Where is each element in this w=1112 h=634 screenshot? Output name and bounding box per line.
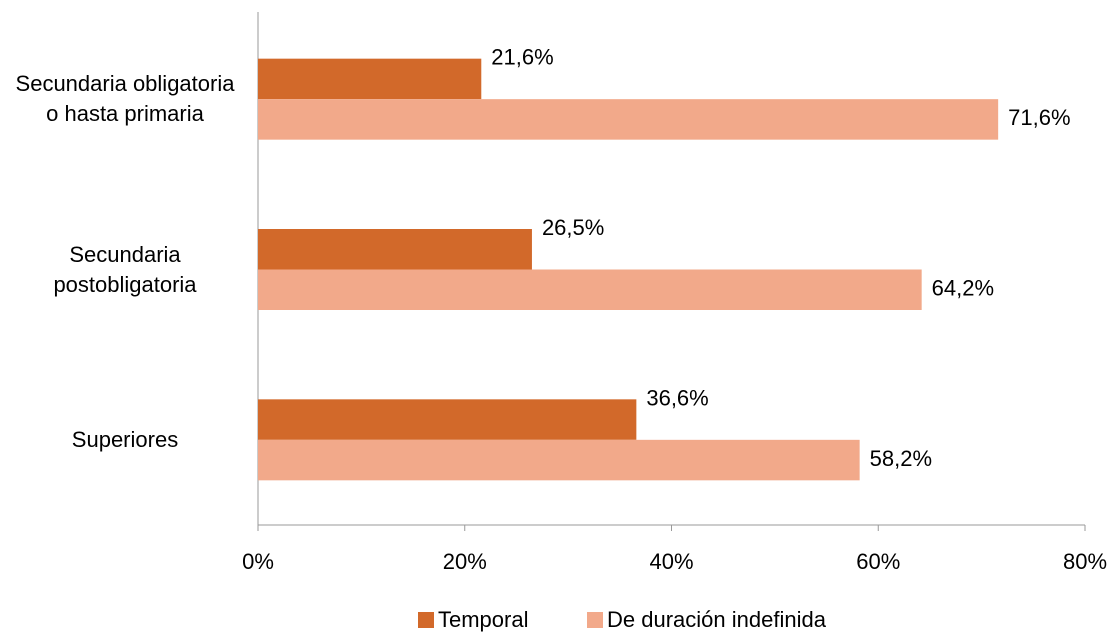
bar xyxy=(258,399,637,440)
legend-swatch xyxy=(418,612,434,628)
x-tick-label: 40% xyxy=(649,549,693,574)
y-tick-label: Secundaria postobligatoria xyxy=(53,241,197,297)
data-label: 64,2% xyxy=(932,276,994,301)
legend-swatch xyxy=(587,612,603,628)
bar xyxy=(258,58,482,100)
data-label: 21,6% xyxy=(491,45,553,70)
bar xyxy=(258,439,860,481)
legend-label: Temporal xyxy=(438,607,528,632)
x-tick-label: 80% xyxy=(1063,549,1107,574)
x-tick-label: 0% xyxy=(242,549,274,574)
x-tick-label: 60% xyxy=(856,549,900,574)
data-label: 58,2% xyxy=(870,446,932,471)
data-label: 26,5% xyxy=(542,215,604,240)
legend-label: De duración indefinida xyxy=(607,607,827,632)
bar xyxy=(258,269,922,310)
y-tick-label: Secundaria obligatoria o hasta primaria xyxy=(15,71,235,127)
data-label: 71,6% xyxy=(1008,105,1070,130)
data-label: 36,6% xyxy=(646,385,708,410)
bar xyxy=(258,99,999,140)
y-tick-label: Superiores xyxy=(71,426,179,452)
bar xyxy=(258,229,532,270)
x-tick-label: 20% xyxy=(443,549,487,574)
